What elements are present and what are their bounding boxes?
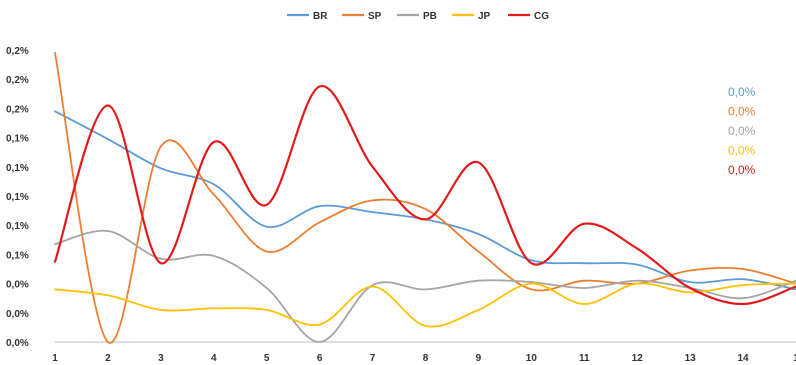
x-tick-label: 13 xyxy=(685,353,697,364)
x-tick-label: 8 xyxy=(423,353,429,364)
y-tick-label: 0,1% xyxy=(6,221,29,232)
end-value-label-sp: 0,0% xyxy=(728,105,756,119)
y-tick-label: 0,1% xyxy=(6,192,29,203)
end-value-label-jp: 0,0% xyxy=(728,144,756,158)
y-tick-label: 0,2% xyxy=(6,75,29,86)
y-tick-label: 0,2% xyxy=(6,104,29,115)
y-tick-label: 0,2% xyxy=(6,46,29,57)
end-value-label-cg: 0,0% xyxy=(728,163,756,177)
series-line-sp xyxy=(54,52,796,344)
legend-label-sp: SP xyxy=(368,11,382,22)
y-tick-label: 0,1% xyxy=(6,250,29,261)
legend-label-br: BR xyxy=(313,11,328,22)
legend-label-pb: PB xyxy=(423,11,437,22)
end-value-label-br: 0,0% xyxy=(728,85,756,99)
x-tick-label: 5 xyxy=(264,353,270,364)
x-tick-label: 12 xyxy=(632,353,644,364)
x-tick-label: 10 xyxy=(526,353,538,364)
y-tick-label: 0,0% xyxy=(6,338,29,349)
series-line-pb xyxy=(54,229,796,343)
y-axis: 0,2% 0,2% 0,2% 0,1% 0,1% 0,1% 0,1% 0,1% 0,0% 0,0%… xyxy=(6,46,29,349)
series-lines xyxy=(53,52,796,344)
x-tick-label: 3 xyxy=(158,353,164,364)
end-value-labels: 0,0% 0,0% 0,0% 0,0% 0,0% xyxy=(728,85,756,177)
x-tick-label: 1 xyxy=(793,353,796,364)
x-tick-label: 11 xyxy=(579,353,590,364)
x-tick-label: 1 xyxy=(52,353,58,364)
x-tick-label: 9 xyxy=(476,353,482,364)
y-tick-label: 0,0% xyxy=(6,309,29,320)
x-axis: 12345678910111213141 xyxy=(52,341,796,364)
y-tick-label: 0,1% xyxy=(6,134,29,145)
x-tick-label: 7 xyxy=(370,353,376,364)
x-tick-label: 14 xyxy=(738,353,750,364)
y-tick-label: 0,1% xyxy=(6,163,29,174)
x-tick-label: 4 xyxy=(211,353,217,364)
x-tick-label: 2 xyxy=(105,353,111,364)
series-line-jp xyxy=(54,282,796,328)
legend-label-jp: JP xyxy=(478,11,491,22)
legend: BR SP PB JP CG xyxy=(287,11,549,22)
series-line-cg xyxy=(53,85,796,306)
end-value-label-pb: 0,0% xyxy=(728,124,756,138)
x-tick-label: 6 xyxy=(317,353,323,364)
legend-label-cg: CG xyxy=(534,11,549,22)
y-tick-label: 0,0% xyxy=(6,280,29,291)
